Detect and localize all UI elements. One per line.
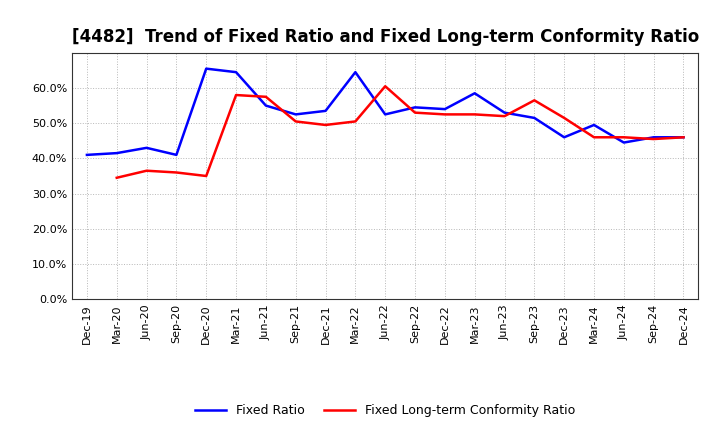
Fixed Long-term Conformity Ratio: [500, 114, 509, 119]
Fixed Ratio: [619, 140, 628, 145]
Fixed Ratio: [351, 70, 360, 75]
Fixed Ratio: [679, 135, 688, 140]
Fixed Long-term Conformity Ratio: [590, 135, 598, 140]
Fixed Ratio: [172, 152, 181, 158]
Fixed Long-term Conformity Ratio: [679, 135, 688, 140]
Fixed Ratio: [202, 66, 210, 71]
Fixed Ratio: [232, 70, 240, 75]
Fixed Ratio: [530, 115, 539, 121]
Fixed Ratio: [292, 112, 300, 117]
Fixed Long-term Conformity Ratio: [321, 122, 330, 128]
Fixed Long-term Conformity Ratio: [410, 110, 419, 115]
Fixed Long-term Conformity Ratio: [202, 173, 210, 179]
Fixed Ratio: [441, 106, 449, 112]
Line: Fixed Long-term Conformity Ratio: Fixed Long-term Conformity Ratio: [117, 86, 683, 178]
Fixed Long-term Conformity Ratio: [441, 112, 449, 117]
Fixed Long-term Conformity Ratio: [351, 119, 360, 124]
Fixed Ratio: [112, 150, 121, 156]
Fixed Long-term Conformity Ratio: [232, 92, 240, 98]
Fixed Long-term Conformity Ratio: [143, 168, 151, 173]
Fixed Ratio: [470, 91, 479, 96]
Fixed Ratio: [590, 122, 598, 128]
Fixed Ratio: [143, 145, 151, 150]
Fixed Ratio: [649, 135, 658, 140]
Legend: Fixed Ratio, Fixed Long-term Conformity Ratio: Fixed Ratio, Fixed Long-term Conformity …: [190, 399, 580, 422]
Fixed Long-term Conformity Ratio: [172, 170, 181, 175]
Fixed Ratio: [83, 152, 91, 158]
Line: Fixed Ratio: Fixed Ratio: [87, 69, 683, 155]
Fixed Long-term Conformity Ratio: [560, 115, 569, 121]
Fixed Ratio: [261, 103, 270, 108]
Fixed Ratio: [381, 112, 390, 117]
Fixed Ratio: [321, 108, 330, 114]
Fixed Ratio: [500, 110, 509, 115]
Fixed Long-term Conformity Ratio: [261, 94, 270, 99]
Fixed Long-term Conformity Ratio: [292, 119, 300, 124]
Fixed Long-term Conformity Ratio: [470, 112, 479, 117]
Fixed Long-term Conformity Ratio: [649, 136, 658, 142]
Fixed Long-term Conformity Ratio: [619, 135, 628, 140]
Title: [4482]  Trend of Fixed Ratio and Fixed Long-term Conformity Ratio: [4482] Trend of Fixed Ratio and Fixed Lo…: [71, 28, 699, 46]
Fixed Long-term Conformity Ratio: [530, 98, 539, 103]
Fixed Ratio: [410, 105, 419, 110]
Fixed Long-term Conformity Ratio: [381, 84, 390, 89]
Fixed Ratio: [560, 135, 569, 140]
Fixed Long-term Conformity Ratio: [112, 175, 121, 180]
